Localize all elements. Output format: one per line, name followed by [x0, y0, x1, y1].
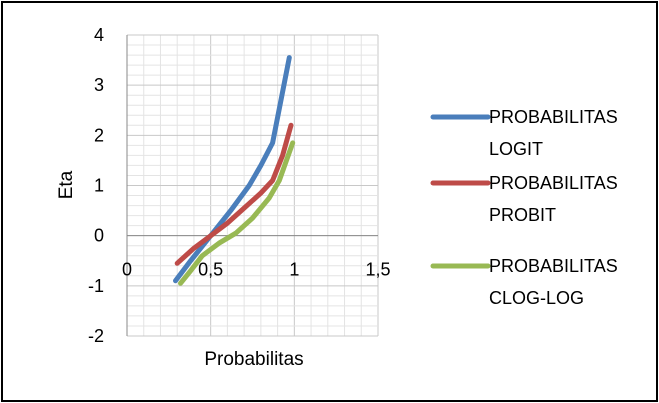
legend-label: CLOG-LOG	[489, 288, 584, 308]
series-line	[174, 122, 294, 266]
legend: PROBABILITAS LOGIT PROBABILITAS PROBIT PROBA…	[430, 107, 618, 308]
series-line	[173, 55, 292, 284]
y-tick-label: 2	[94, 125, 104, 145]
legend-label: PROBABILITAS	[489, 256, 618, 276]
y-tick-label: 1	[94, 176, 104, 196]
y-tick-label: 4	[94, 25, 104, 45]
y-axis-label: Eta	[56, 170, 77, 199]
legend-label: PROBABILITAS	[489, 173, 618, 193]
y-tick-label: -1	[88, 276, 104, 296]
gridlines	[127, 34, 379, 337]
y-tick-label: 3	[94, 75, 104, 95]
x-tick-label: 0	[122, 260, 132, 280]
legend-label: LOGIT	[489, 139, 543, 159]
legend-label: PROBABILITAS	[489, 107, 618, 127]
x-axis-label: Probabilitas	[204, 349, 303, 370]
axes	[126, 35, 378, 336]
tick-labels: -2 -1 0 1 2 3 4 0 0,5 1 1,5	[88, 25, 391, 346]
series-line	[178, 140, 296, 286]
x-tick-label: 1	[289, 260, 299, 280]
legend-label: PROBIT	[489, 205, 556, 225]
x-tick-label: 0,5	[198, 260, 223, 280]
x-tick-label: 1,5	[365, 260, 390, 280]
y-tick-label: 0	[94, 226, 104, 246]
plot-lines	[173, 55, 296, 286]
y-tick-label: -2	[88, 326, 104, 346]
